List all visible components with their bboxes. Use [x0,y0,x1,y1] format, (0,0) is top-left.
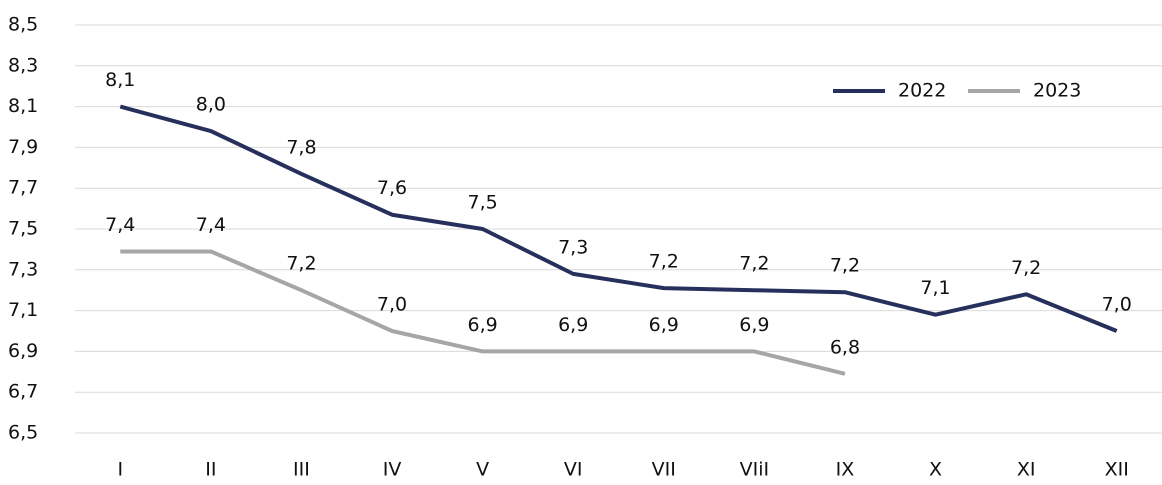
data-label: 7,0 [377,294,407,316]
data-label: 6,9 [558,314,588,336]
x-tick-label: VII [652,459,676,481]
y-tick-label: 8,5 [8,14,38,36]
x-tick-label: I [117,459,123,481]
x-tick-label: VI [564,459,583,481]
series-line [120,249,846,376]
y-tick-label: 6,5 [8,422,38,444]
y-tick-label: 7,7 [8,177,38,199]
x-tick-label: III [293,459,310,481]
y-tick-label: 8,3 [8,54,38,76]
data-label: 8,1 [105,69,135,91]
y-tick-label: 8,1 [8,95,38,117]
data-label: 6,8 [830,336,860,358]
y-tick-label: 6,9 [8,340,38,362]
series-line [119,104,1118,333]
x-tick-label: II [205,459,216,481]
data-label: 6,9 [739,314,769,336]
legend-label: 2023 [1033,80,1081,102]
data-label: 7,2 [739,253,769,275]
x-tick-label: IV [383,459,402,481]
x-tick-label: V [476,459,489,481]
data-label: 7,2 [830,255,860,277]
data-label: 7,5 [468,192,498,214]
y-tick-label: 7,3 [8,258,38,280]
data-label: 7,0 [1102,294,1132,316]
x-tick-label: XII [1105,459,1129,481]
x-tick-label: VIiI [740,459,769,481]
data-label: 7,3 [558,236,588,258]
data-label: 7,8 [286,136,316,158]
y-tick-label: 7,1 [8,299,38,321]
y-tick-label: 7,9 [8,136,38,158]
x-tick-label: XI [1017,459,1036,481]
data-label: 7,4 [105,214,135,236]
data-label: 7,2 [286,253,316,275]
x-tick-label: IX [836,459,855,481]
data-label: 7,6 [377,177,407,199]
data-label: 7,2 [1011,257,1041,279]
legend-label: 2022 [898,80,946,102]
y-tick-label: 7,5 [8,218,38,240]
y-tick-label: 6,7 [8,381,38,403]
data-label: 7,1 [920,277,950,299]
x-tick-label: X [929,459,942,481]
data-label: 8,0 [196,94,226,116]
data-label: 7,2 [649,251,679,273]
data-label: 7,4 [196,214,226,236]
data-label: 6,9 [468,314,498,336]
data-label: 6,9 [649,314,679,336]
